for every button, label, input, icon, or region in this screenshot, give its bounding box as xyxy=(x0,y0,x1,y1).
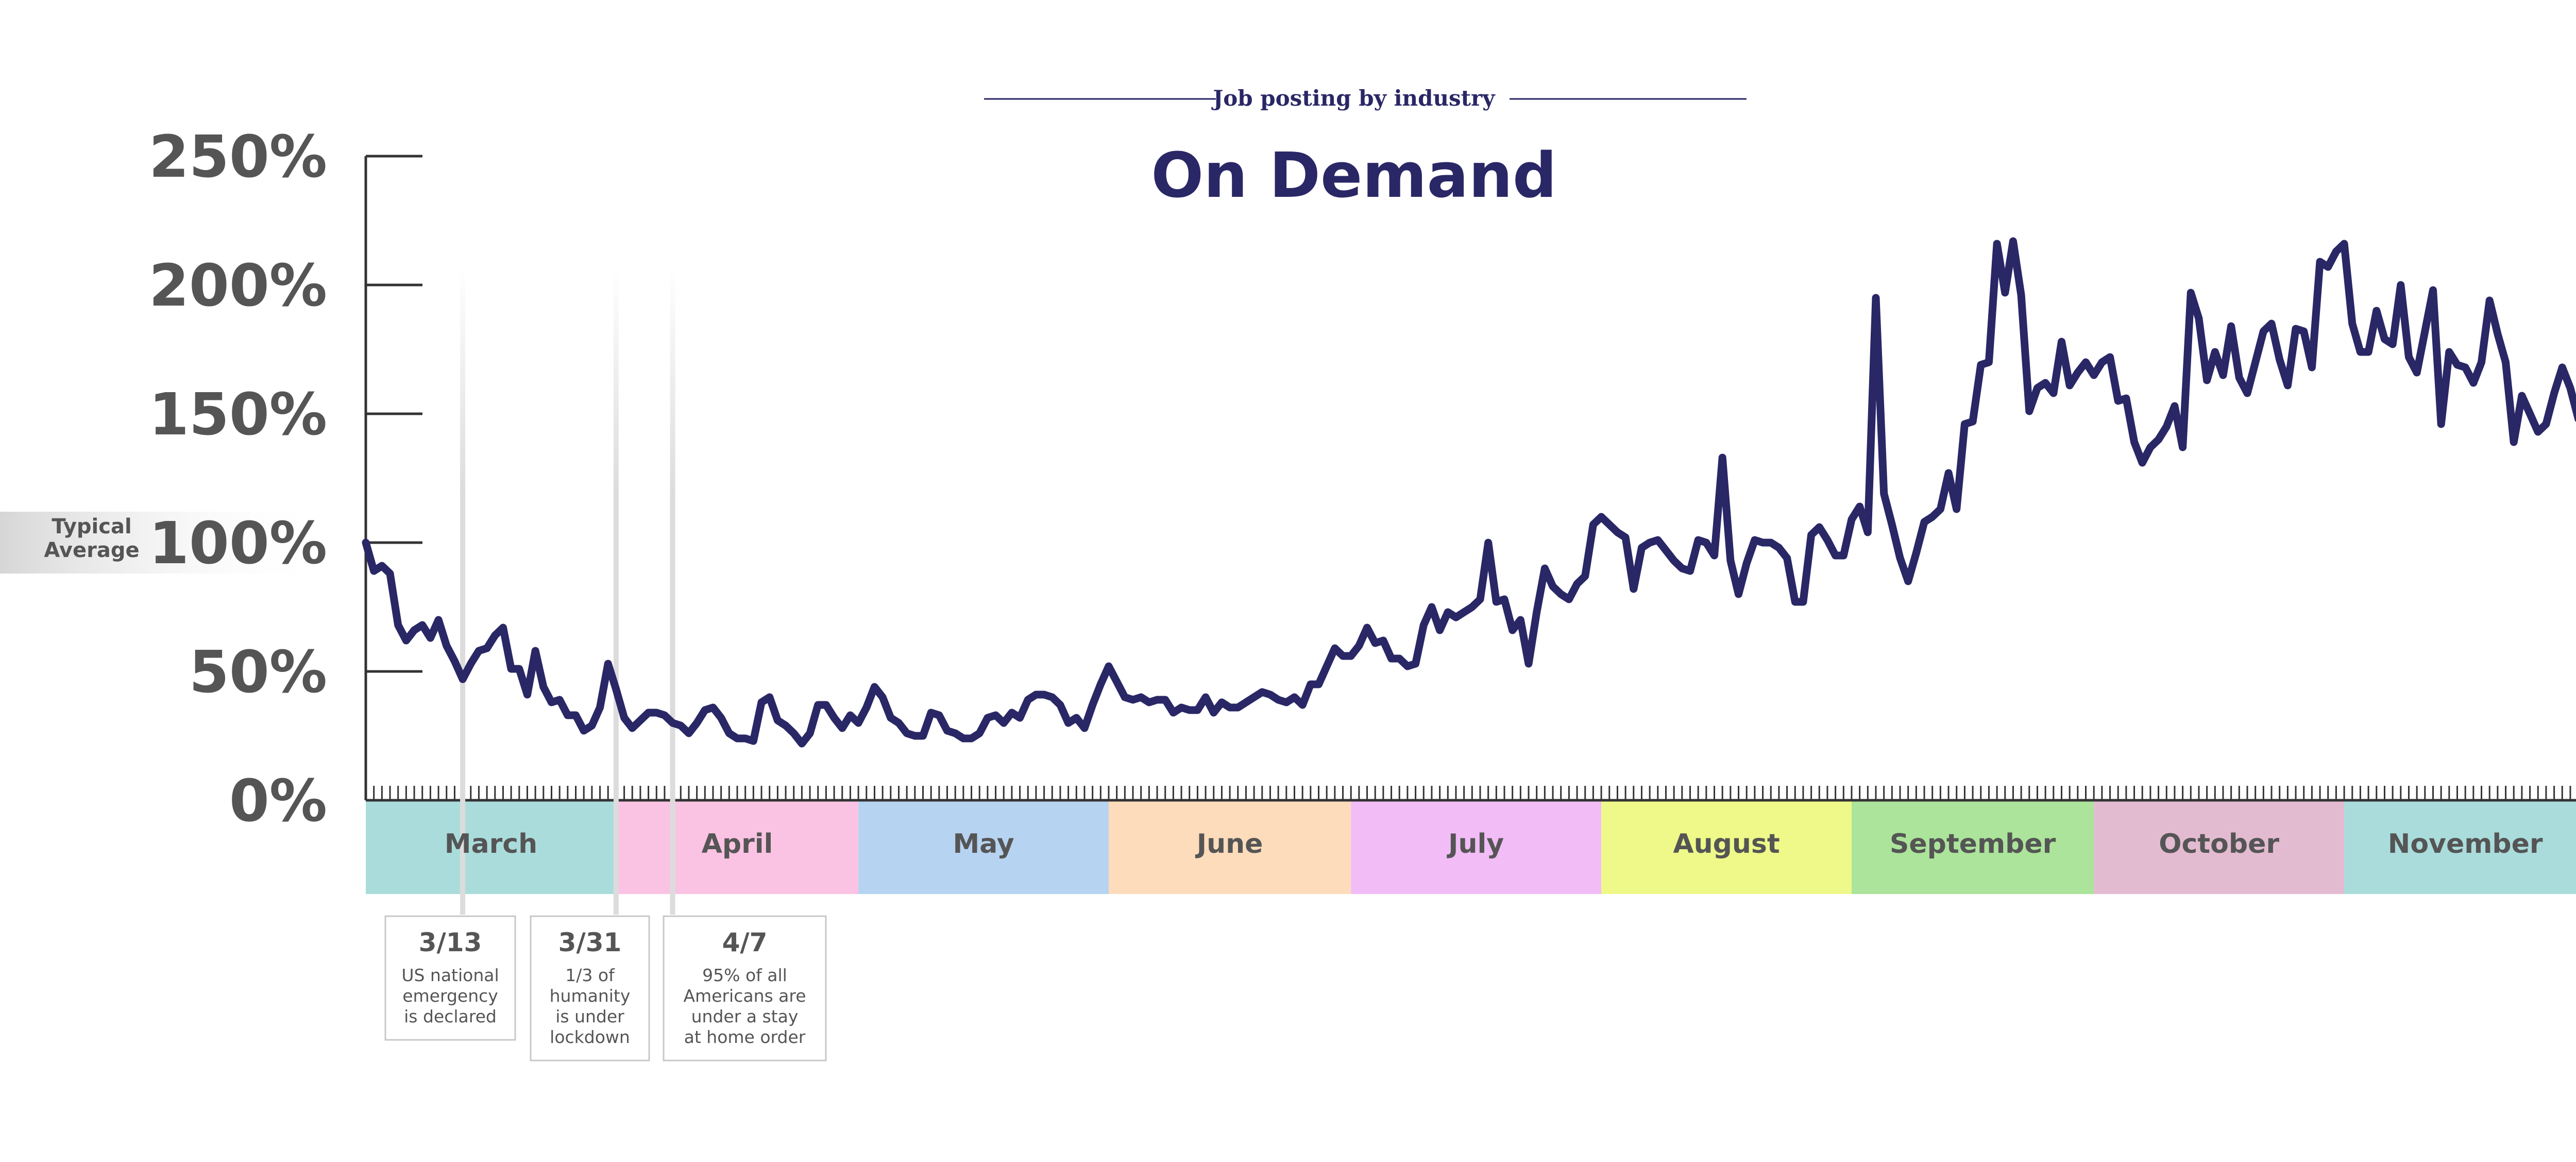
month-bands xyxy=(366,801,2576,894)
y-tick-label: 200% xyxy=(149,252,327,319)
event-guide-line xyxy=(460,268,466,915)
event-description-line: US national xyxy=(401,965,499,985)
month-band-april xyxy=(616,801,859,894)
y-tick-label: 50% xyxy=(189,639,327,706)
event-description-line: is declared xyxy=(404,1006,497,1026)
y-tick-label: 150% xyxy=(149,381,327,448)
month-band-july xyxy=(1351,801,1602,894)
month-band-may xyxy=(858,801,1109,894)
series-line-group xyxy=(362,237,2576,748)
y-tick-labels: 0% 50% 100% 150% 200% 250% xyxy=(149,124,327,835)
y-tick-label: 0% xyxy=(229,768,327,835)
event-guide-line xyxy=(670,268,675,915)
event-description-line: under a stay xyxy=(691,1006,799,1026)
month-label: October xyxy=(2159,829,2279,860)
event-description-line: 95% of all xyxy=(702,965,787,985)
event-callout-box xyxy=(530,915,650,1062)
event-description-line: humanity xyxy=(550,986,631,1006)
month-band-september xyxy=(1851,801,2094,894)
month-label: April xyxy=(702,829,773,860)
month-label: March xyxy=(445,829,537,860)
series-line xyxy=(362,237,2576,748)
month-band-march xyxy=(366,801,616,894)
event-guide-line xyxy=(613,268,619,915)
month-band-june xyxy=(1108,801,1351,894)
typical-average-label: Typical Average xyxy=(44,515,139,562)
event-date: 4/7 xyxy=(722,928,768,957)
y-axis xyxy=(364,155,422,800)
event-guides xyxy=(460,268,675,915)
month-label: May xyxy=(953,829,1014,860)
month-labels: March April May June July August September Octo… xyxy=(445,829,2543,860)
typical-average-highlight xyxy=(0,512,330,574)
chart-supertitle: Job posting by industry xyxy=(1211,86,1496,111)
x-minor-ticks xyxy=(365,786,2576,802)
event-description-line: lockdown xyxy=(550,1027,630,1047)
event-description-line: is under xyxy=(555,1006,624,1026)
y-tick-label: 100% xyxy=(149,510,327,577)
chart-title: On Demand xyxy=(1151,140,1557,212)
event-date: 3/13 xyxy=(419,928,482,957)
month-label: June xyxy=(1195,829,1263,860)
month-label: August xyxy=(1673,829,1780,860)
chart-header: Job posting by industry On Demand xyxy=(984,86,1747,212)
month-band-october xyxy=(2094,801,2345,894)
month-label: September xyxy=(1890,829,2056,860)
y-tick-label: 250% xyxy=(149,124,327,191)
month-band-november xyxy=(2344,801,2576,894)
event-description-line: at home order xyxy=(684,1027,806,1047)
typical-average-band: Typical Average xyxy=(0,512,330,574)
event-date: 3/31 xyxy=(558,928,622,957)
event-description-line: Americans are xyxy=(683,986,806,1006)
event-callout-box xyxy=(663,915,827,1062)
month-label: July xyxy=(1447,829,1504,860)
event-callout-box xyxy=(384,915,516,1041)
month-band-august xyxy=(1601,801,1852,894)
month-label: November xyxy=(2388,829,2543,860)
event-description-line: 1/3 of xyxy=(565,965,615,985)
event-description-line: emergency xyxy=(402,986,498,1006)
